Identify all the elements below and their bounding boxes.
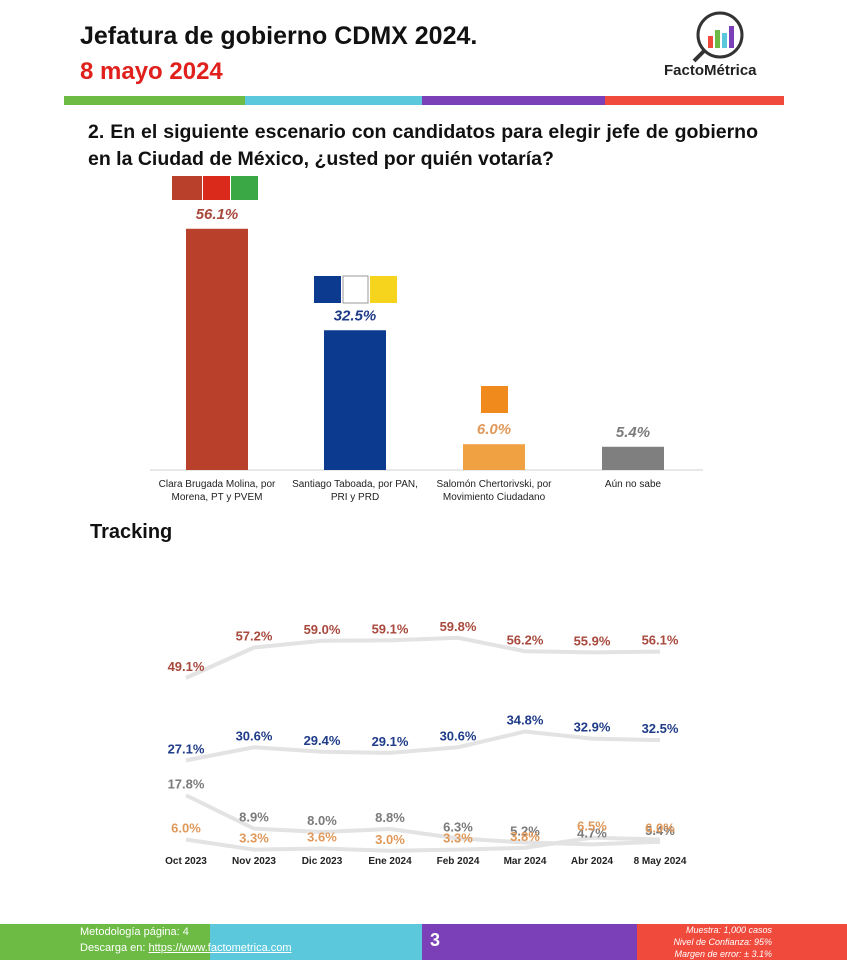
category-label: Aún no sabe xyxy=(604,479,662,490)
x-tick-label: Ene 2024 xyxy=(368,856,412,867)
stripe xyxy=(422,96,605,105)
sample: Muestra: 1,000 casos xyxy=(685,925,772,935)
x-tick-label: Mar 2024 xyxy=(504,856,547,867)
point-label: 6.3% xyxy=(443,819,473,834)
x-tick-label: Oct 2023 xyxy=(165,856,207,867)
page-number: 3 xyxy=(430,930,441,950)
error: Margen de error: ± 3.1% xyxy=(674,949,772,959)
point-label: 3.0% xyxy=(375,832,405,847)
point-label: 32.5% xyxy=(642,721,679,736)
footer-band xyxy=(637,924,847,960)
point-label: 6.5% xyxy=(577,819,607,834)
trend-line xyxy=(185,835,661,853)
point-label: 56.2% xyxy=(507,632,544,647)
point-label: 8.0% xyxy=(307,813,337,828)
point-label: 57.2% xyxy=(236,629,273,644)
point-label: 59.8% xyxy=(440,619,477,634)
stripe xyxy=(245,96,422,105)
point-label: 4.7% xyxy=(577,825,607,840)
point-label: 6.0% xyxy=(645,821,675,836)
url[interactable]: https://www.factometrica.com xyxy=(148,942,292,954)
brand: FactoMétrica xyxy=(664,62,757,79)
x-tick-label: Feb 2024 xyxy=(437,856,480,867)
value-label: 5.4% xyxy=(616,424,650,441)
x-tick-label: Abr 2024 xyxy=(571,856,614,867)
bar xyxy=(602,446,664,470)
x-tick-label: Dic 2023 xyxy=(302,856,343,867)
x-tick-label: 8 May 2024 xyxy=(634,856,687,867)
point-label: 34.8% xyxy=(507,713,544,728)
footer-band xyxy=(422,924,637,960)
point-label: 8.9% xyxy=(239,810,269,825)
bar xyxy=(324,330,386,470)
stripe xyxy=(605,96,784,105)
value-label: 6.0% xyxy=(477,421,511,438)
point-label: 59.0% xyxy=(304,622,341,637)
bar xyxy=(186,228,248,470)
category-label: Salomón Chertorivski, por Movimiento Ciu… xyxy=(436,479,552,503)
question: 2. En el siguiente escenario con candida… xyxy=(88,121,758,170)
point-label: 3.6% xyxy=(307,830,337,845)
point-label: 29.4% xyxy=(304,733,341,748)
point-label: 3.3% xyxy=(239,831,269,846)
trend-line xyxy=(185,635,661,680)
point-label: 49.1% xyxy=(168,659,205,674)
bar xyxy=(463,444,525,470)
stripe xyxy=(64,96,245,105)
point-label: 17.8% xyxy=(168,776,205,791)
point-label: 29.1% xyxy=(372,734,409,749)
technical-note: Muestra: 1,000 casos Nivel de Confianza:… xyxy=(673,924,772,960)
category-label: Santiago Taboada, por PAN, PRI y PRD xyxy=(292,479,418,503)
logo-icon xyxy=(692,11,744,63)
title: Jefatura de gobierno CDMX 2024. xyxy=(80,22,478,50)
value-label: 32.5% xyxy=(334,307,377,324)
confidence: Nivel de Confianza: 95% xyxy=(673,937,772,947)
point-label: 6.0% xyxy=(171,821,201,836)
point-label: 30.6% xyxy=(440,728,477,743)
footer-band xyxy=(0,924,210,960)
point-label: 3.3% xyxy=(443,831,473,846)
point-label: 32.9% xyxy=(574,720,611,735)
date: 8 mayo 2024 xyxy=(80,58,223,85)
x-tick-label: Nov 2023 xyxy=(232,856,276,867)
point-label: 5.4% xyxy=(645,823,675,838)
section-title: Tracking xyxy=(90,521,173,543)
point-label: 56.1% xyxy=(642,633,679,648)
footer-band xyxy=(210,924,422,960)
category-label: Clara Brugada Molina, por Morena, PT y P… xyxy=(158,479,276,503)
download: Descarga en: https://www.factometrica.co… xyxy=(80,942,292,954)
point-label: 30.6% xyxy=(236,728,273,743)
value-label: 56.1% xyxy=(196,206,239,223)
point-label: 5.2% xyxy=(510,824,540,839)
party-logos xyxy=(172,176,508,413)
point-label: 59.1% xyxy=(372,621,409,636)
point-label: 8.8% xyxy=(375,810,405,825)
point-label: 55.9% xyxy=(574,633,611,648)
point-label: 3.8% xyxy=(510,829,540,844)
trend-line xyxy=(185,729,661,763)
point-label: 27.1% xyxy=(168,741,205,756)
download-label: Descarga en: xyxy=(80,942,146,954)
methodology: Metodología página: 4 xyxy=(80,926,189,938)
trend-line xyxy=(185,793,661,847)
